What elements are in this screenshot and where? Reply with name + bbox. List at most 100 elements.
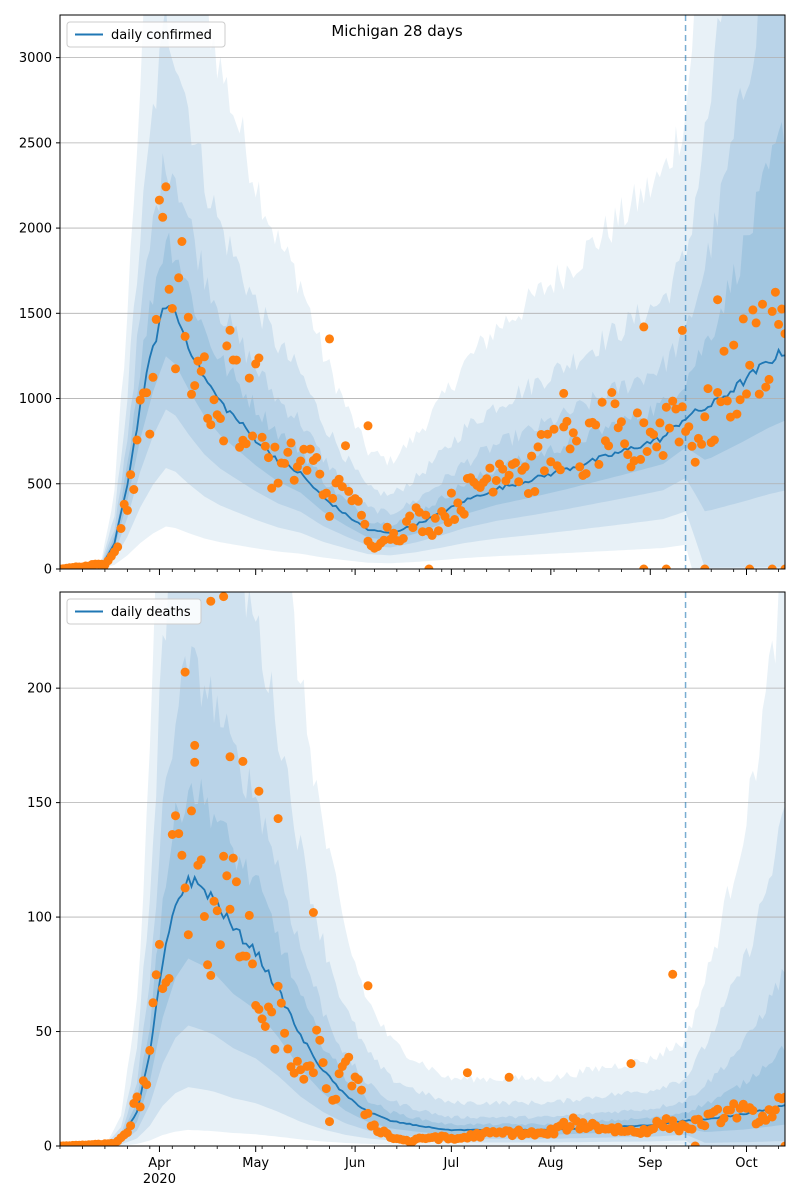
observed-point [347,1081,357,1091]
band-wide [60,592,785,1146]
observed-point [142,1080,152,1090]
x-tick-label: Apr [148,1156,171,1171]
observed-point [267,1007,277,1017]
observed-point [151,970,161,980]
observed-point [187,806,196,816]
observed-point [341,441,350,451]
observed-point [196,366,206,376]
observed-point [206,970,216,980]
observed-point [450,515,460,524]
observed-point [363,981,373,991]
observed-point [780,1141,785,1146]
observed-point [687,441,697,451]
observed-point [328,493,338,503]
observed-point [254,1004,264,1014]
observed-point [183,312,193,322]
observed-point [764,374,774,384]
axes-frame [59,14,786,570]
observed-point [171,364,180,374]
observed-point [142,388,152,398]
band-wide [60,15,785,569]
observed-point [764,1105,774,1115]
observed-point [745,564,755,569]
observed-point [199,912,209,921]
observed-point [129,485,139,494]
observed-point [260,1022,270,1031]
observed-point [424,564,434,569]
legend-box [66,21,226,48]
observed-point [636,454,646,464]
observed-point [559,388,569,398]
observed-point [549,424,559,434]
observed-point [459,509,469,519]
observed-point [203,960,213,970]
observed-point [427,530,437,540]
observed-point [677,402,687,412]
observed-point [713,1104,723,1114]
observed-point [446,488,456,498]
observed-point [273,478,283,488]
observed-point [206,420,216,430]
observed-point [658,451,668,460]
observed-point [565,444,575,454]
observed-point [668,396,678,406]
observed-point [267,483,277,493]
observed-point [703,384,713,394]
observed-point [668,969,678,979]
observed-point [132,435,142,445]
observed-point [520,462,530,472]
observed-point [732,409,742,419]
observed-point [639,418,649,428]
observed-point [700,564,710,569]
observed-point [357,1085,366,1095]
observed-point [190,740,200,750]
observed-point [594,459,604,469]
x-tick-label: Jun [344,1156,365,1171]
observed-point [122,1128,132,1138]
observed-point [193,356,203,366]
observed-point [248,959,257,969]
observed-point [116,524,126,533]
observed-point [591,420,601,430]
observed-point [780,1092,785,1102]
observed-point [623,450,633,460]
observed-point [488,487,498,497]
observed-point [546,457,556,467]
observed-point [607,388,617,397]
observed-point [408,523,418,533]
observed-point [572,436,581,446]
observed-point [655,418,665,428]
observed-point [241,951,251,961]
observed-point [305,444,315,454]
observed-point [254,353,264,363]
observed-point [302,465,312,475]
observed-point [225,752,235,762]
observed-point [270,1044,280,1054]
observed-point [632,408,642,418]
observed-point [158,212,168,222]
observed-point [126,470,136,480]
observed-point [559,1117,569,1127]
observed-point [296,456,306,466]
observed-point [334,474,344,484]
y-tick-label: 200 [27,682,52,697]
observed-point [767,306,777,316]
observed-point [690,457,700,467]
observed-point [222,341,232,351]
band-mid [60,15,785,569]
observed-point [748,305,758,315]
x-tick-label: Aug [538,1156,563,1171]
observed-point [244,910,254,920]
x-tick-label: Oct [735,1156,757,1171]
legend-label: daily deaths [111,605,191,620]
observed-point [770,287,780,297]
observed-point [257,432,267,442]
y-tick-label: 150 [27,796,52,811]
observed-point [321,1084,331,1094]
observed-point [738,314,748,324]
observed-point [325,1117,334,1127]
observed-point [690,1141,700,1146]
observed-point [167,304,177,313]
